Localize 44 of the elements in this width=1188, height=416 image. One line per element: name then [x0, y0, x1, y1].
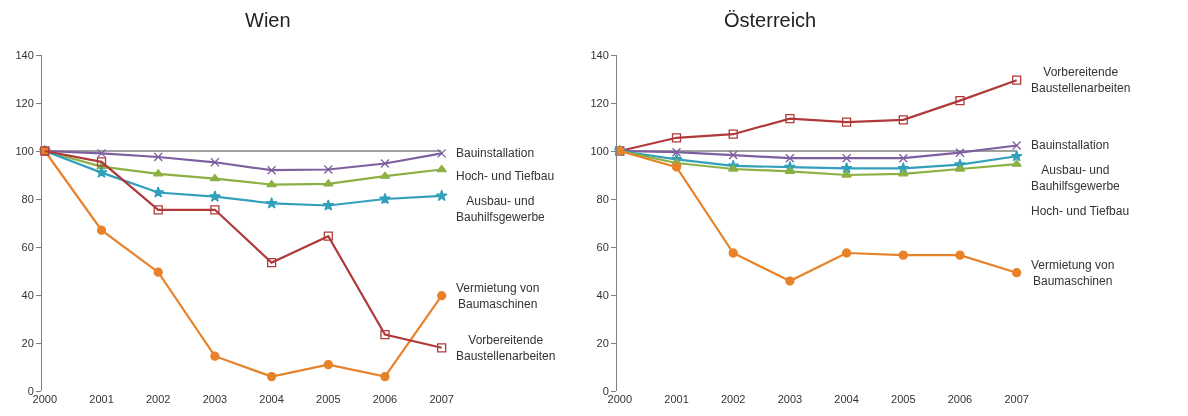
text: Hoch- und Tiefbau: [1031, 204, 1130, 218]
x-tick-label: 2005: [891, 393, 916, 405]
x-tick-label: 2004: [259, 393, 284, 405]
x-tick-label: 2004: [834, 393, 859, 405]
y-tick-label: 40: [21, 288, 34, 301]
x-tick-label: 2006: [947, 393, 973, 405]
chart-title: Österreich: [724, 9, 817, 31]
x-tick-label: 2000: [32, 393, 58, 405]
y-tick-label: 140: [590, 48, 609, 61]
x-tick-label: 2003: [777, 393, 803, 405]
x-tick-label: 2005: [316, 393, 341, 405]
y-tick-label: 120: [15, 96, 34, 109]
x-tick-label: 2000: [607, 393, 633, 405]
x-tick-label: 2001: [89, 393, 114, 405]
x-tick-label: 2001: [664, 393, 689, 405]
y-tick-label: 120: [590, 96, 609, 109]
y-tick-label: 80: [21, 192, 34, 205]
x-tick-label: 2006: [372, 393, 398, 405]
x-tick-label: 2002: [145, 393, 171, 405]
y-tick-label: 0: [602, 384, 609, 397]
y-tick-label: 20: [21, 336, 34, 349]
chart-title: Wien: [245, 9, 291, 31]
y-tick-label: 80: [596, 192, 609, 205]
series-label: Vermietung von Baumaschinen: [456, 281, 540, 311]
x-tick-label: 2003: [202, 393, 228, 405]
y-tick-label: 100: [590, 144, 609, 157]
series-label: Bauinstallation: [1031, 138, 1110, 152]
x-tick-label: 2007: [429, 393, 454, 405]
y-tick-label: 20: [596, 336, 609, 349]
y-tick-label: 60: [596, 240, 609, 253]
series-label: Hoch- und Tiefbau: [456, 169, 555, 183]
series-label: Ausbau- und Bauhilfsgewerbe: [456, 194, 546, 224]
y-tick-label: 60: [21, 240, 34, 253]
series-label: Bauinstallation: [456, 146, 535, 160]
x-tick-label: 2002: [720, 393, 746, 405]
x-tick-label: 2007: [1004, 393, 1029, 405]
series-label: Vermietung von Baumaschinen: [1031, 258, 1115, 288]
y-tick-label: 0: [27, 384, 34, 397]
y-tick-label: 100: [15, 144, 34, 157]
y-tick-label: 40: [596, 288, 609, 301]
series-label: Vorbereitende Baustellenarbeiten: [456, 333, 556, 363]
series-label: Vorbereitende Baustellenarbeiten: [1031, 65, 1131, 95]
series-label: Ausbau- und Bauhilfsgewerbe: [1031, 163, 1121, 193]
y-tick-label: 140: [15, 48, 34, 61]
